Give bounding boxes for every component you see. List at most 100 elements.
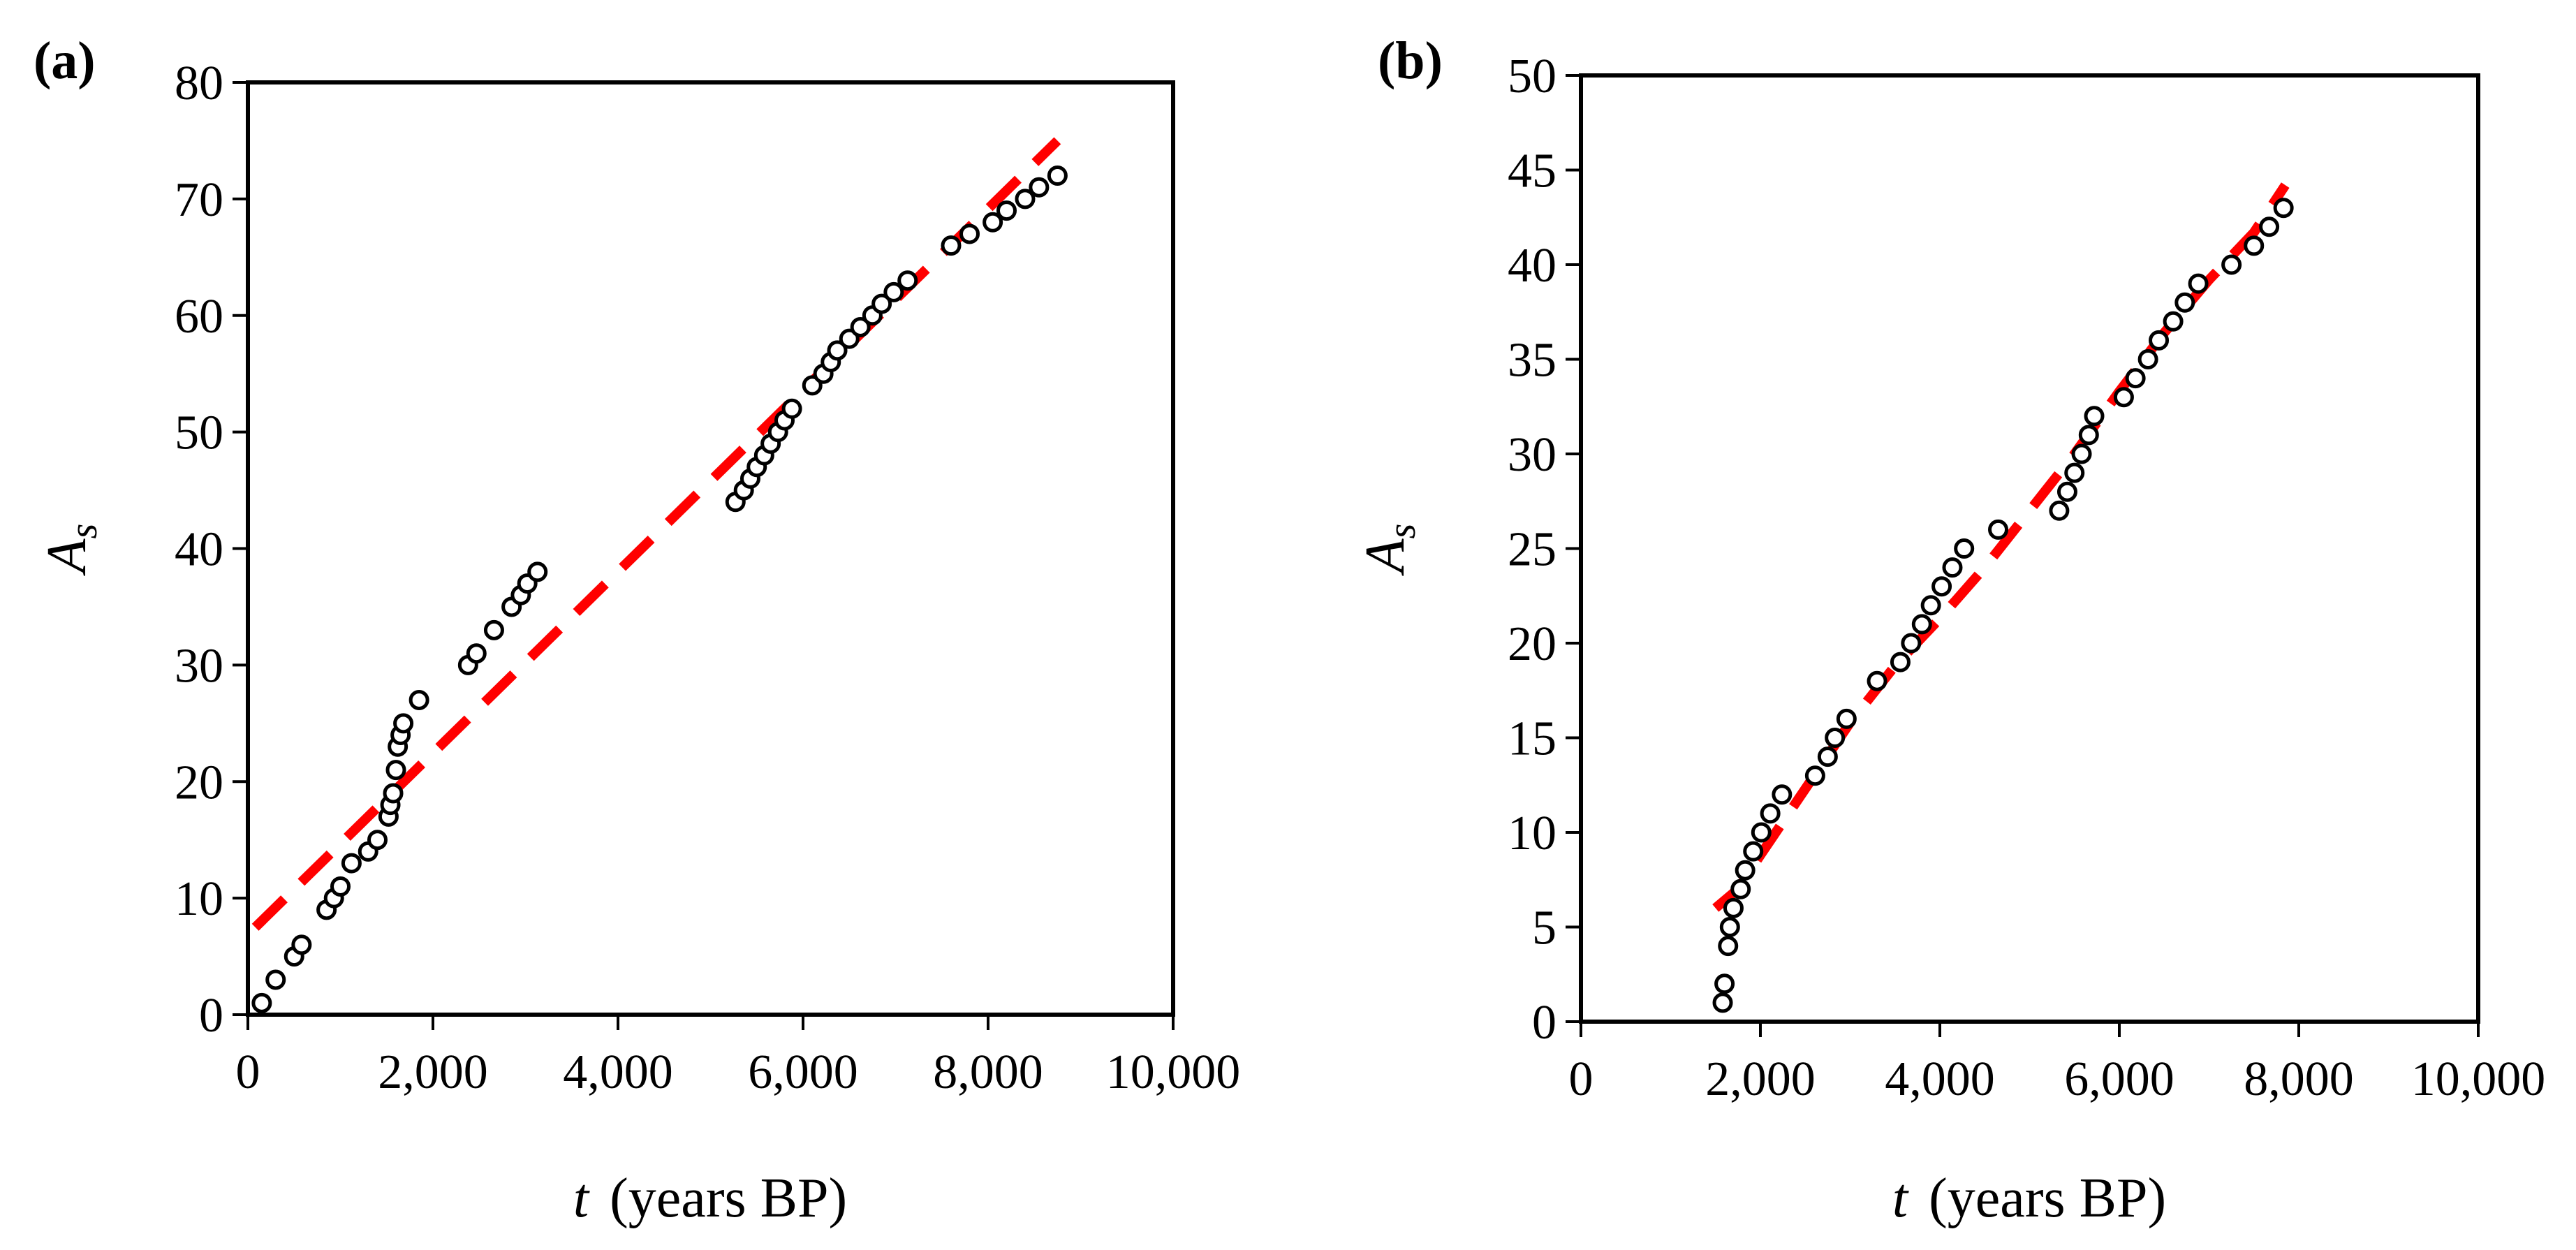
y-axis-label-a: As — [36, 524, 105, 577]
data-point — [265, 969, 286, 990]
data-point — [291, 934, 312, 955]
data-point — [1901, 633, 1922, 654]
data-point — [251, 992, 272, 1013]
y-tick-label: 50 — [175, 406, 223, 460]
data-point — [367, 830, 388, 851]
data-point — [2064, 462, 2085, 483]
data-point — [1988, 519, 2009, 540]
data-point — [1735, 860, 1756, 881]
data-point — [1920, 595, 1941, 616]
y-tick-label: 40 — [175, 523, 223, 577]
data-point — [2244, 235, 2265, 256]
data-point — [1760, 803, 1781, 824]
data-point — [1714, 973, 1735, 994]
x-tick-label: 8,000 — [2244, 1052, 2354, 1106]
data-point — [393, 713, 414, 734]
data-point — [2137, 349, 2158, 369]
x-tick-label: 8,000 — [933, 1045, 1043, 1099]
data-point — [1931, 576, 1952, 597]
data-point — [2163, 311, 2184, 332]
data-point — [1817, 747, 1838, 767]
data-point — [1867, 670, 1887, 691]
data-point — [2113, 387, 2134, 408]
y-tick-label: 0 — [1532, 996, 1556, 1050]
y-tick-label: 10 — [1508, 807, 1556, 860]
x-tick-label: 4,000 — [1885, 1052, 1995, 1106]
data-point — [1942, 557, 1963, 578]
panel-label-a: (a) — [34, 31, 96, 90]
chart-panel-a: (a) 0 10 20 30 40 50 60 70 80 0 2,000 4,000 6,000 8,… — [34, 31, 1240, 1229]
data-point — [2149, 330, 2170, 351]
y-tick-label: 50 — [1508, 50, 1556, 103]
data-point — [409, 689, 429, 710]
data-point — [982, 212, 1003, 233]
data-point — [2273, 198, 2294, 219]
data-point — [1029, 177, 1050, 198]
data-point — [1772, 784, 1793, 805]
data-point — [527, 561, 548, 582]
data-point — [383, 783, 404, 804]
y-tick-label: 5 — [1532, 902, 1556, 955]
chart-panel-b: (b) 0 5 10 15 20 25 30 35 40 45 50 0 2,000 4,000 6,00… — [1355, 31, 2545, 1229]
data-point — [2188, 273, 2209, 294]
data-point — [341, 853, 362, 874]
x-tick-label: 2,000 — [1705, 1052, 1816, 1106]
data-point — [1730, 878, 1751, 899]
x-tick-label: 10,000 — [1106, 1045, 1241, 1099]
data-point — [1751, 822, 1772, 843]
data-point — [2259, 216, 2280, 237]
fit-line-b — [1712, 182, 2290, 912]
data-point — [385, 760, 406, 781]
x-tick-label: 0 — [1569, 1052, 1594, 1106]
y-tick-label: 40 — [1508, 239, 1556, 293]
x-tick-label: 4,000 — [563, 1045, 673, 1099]
data-point — [941, 235, 962, 256]
y-axis-ticks-a: 0 10 20 30 40 50 60 70 80 — [175, 57, 248, 1043]
y-tick-label: 70 — [175, 173, 223, 227]
data-point — [1723, 897, 1744, 918]
data-point — [883, 281, 904, 302]
data-point — [850, 316, 871, 337]
data-point — [959, 223, 980, 244]
x-tick-label: 10,000 — [2411, 1052, 2546, 1106]
data-point — [1836, 708, 1857, 729]
data-point — [1719, 917, 1740, 937]
y-tick-label: 20 — [1508, 617, 1556, 671]
data-point — [1047, 166, 1068, 186]
data-point — [1743, 841, 1764, 862]
data-point — [871, 293, 892, 314]
data-point — [2071, 443, 2092, 464]
data-point — [483, 619, 504, 640]
data-point — [1015, 189, 1036, 209]
data-point — [839, 328, 860, 349]
data-point — [2056, 481, 2077, 502]
y-tick-label: 45 — [1508, 145, 1556, 198]
x-tick-label: 0 — [236, 1045, 260, 1099]
data-point — [330, 876, 351, 897]
y-axis-ticks-b: 0 5 10 15 20 25 30 35 40 45 50 — [1508, 50, 1581, 1050]
data-point — [996, 200, 1017, 221]
x-axis-label-b: t (years BP) — [1892, 1168, 2166, 1229]
y-tick-label: 30 — [1508, 428, 1556, 482]
data-point — [2049, 500, 2070, 521]
data-point — [2084, 406, 2105, 427]
y-tick-label: 10 — [175, 872, 223, 926]
data-point — [2078, 425, 2099, 446]
panel-label-b: (b) — [1378, 31, 1443, 90]
y-tick-label: 20 — [175, 756, 223, 809]
y-tick-label: 0 — [199, 989, 223, 1043]
data-point — [897, 270, 918, 291]
y-tick-label: 35 — [1508, 334, 1556, 388]
data-point — [1890, 652, 1911, 672]
plot-area-frame-b — [1579, 73, 2480, 1024]
data-point — [1712, 992, 1733, 1013]
data-point — [1804, 765, 1825, 786]
y-tick-label: 15 — [1508, 712, 1556, 766]
data-point — [2125, 368, 2146, 389]
data-point — [466, 643, 487, 664]
y-tick-label: 30 — [175, 639, 223, 693]
data-point — [1911, 614, 1932, 635]
data-point — [827, 340, 848, 361]
data-point — [1954, 538, 1975, 559]
